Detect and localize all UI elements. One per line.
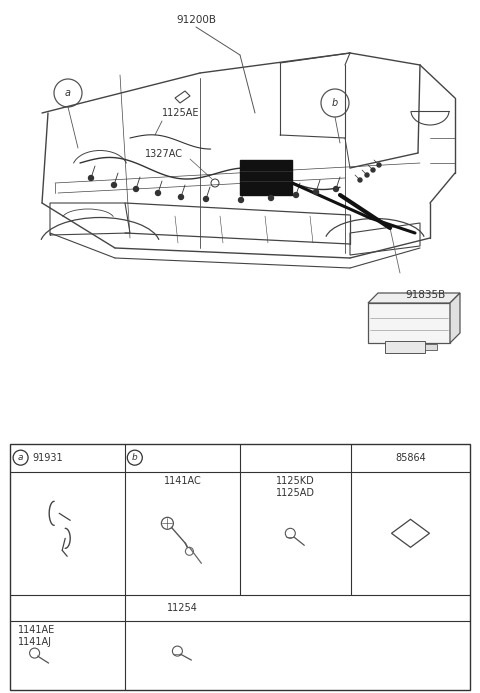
Text: a: a (18, 453, 24, 462)
Text: b: b (132, 453, 138, 462)
Circle shape (365, 173, 369, 177)
Text: 11254: 11254 (167, 603, 198, 613)
Text: a: a (65, 88, 71, 98)
Text: 1141AC: 1141AC (164, 476, 201, 486)
Circle shape (377, 163, 381, 167)
Bar (240, 160, 292, 195)
Text: 1327AC: 1327AC (145, 149, 183, 159)
Circle shape (358, 178, 362, 182)
Circle shape (268, 195, 274, 200)
Circle shape (133, 186, 139, 191)
Text: 91200B: 91200B (176, 15, 216, 25)
Bar (425, 344, 437, 350)
Circle shape (111, 182, 117, 188)
Circle shape (293, 193, 299, 198)
Text: 1141AE
1141AJ: 1141AE 1141AJ (18, 624, 55, 647)
Text: b: b (332, 98, 338, 108)
Bar (10, 444, 470, 690)
Circle shape (156, 191, 160, 195)
Circle shape (239, 198, 243, 202)
Circle shape (371, 168, 375, 172)
Circle shape (334, 186, 338, 191)
Circle shape (179, 195, 183, 200)
Text: 1125AE: 1125AE (162, 108, 200, 118)
Text: 91835B: 91835B (405, 290, 445, 300)
Text: 91931: 91931 (33, 453, 63, 463)
Circle shape (88, 175, 94, 180)
Polygon shape (368, 303, 450, 343)
Polygon shape (450, 293, 460, 343)
Circle shape (204, 197, 208, 202)
Bar (385, 341, 425, 353)
Polygon shape (368, 293, 460, 303)
Text: 1125KD
1125AD: 1125KD 1125AD (276, 476, 315, 498)
Text: 85864: 85864 (395, 453, 426, 463)
Circle shape (313, 189, 319, 195)
